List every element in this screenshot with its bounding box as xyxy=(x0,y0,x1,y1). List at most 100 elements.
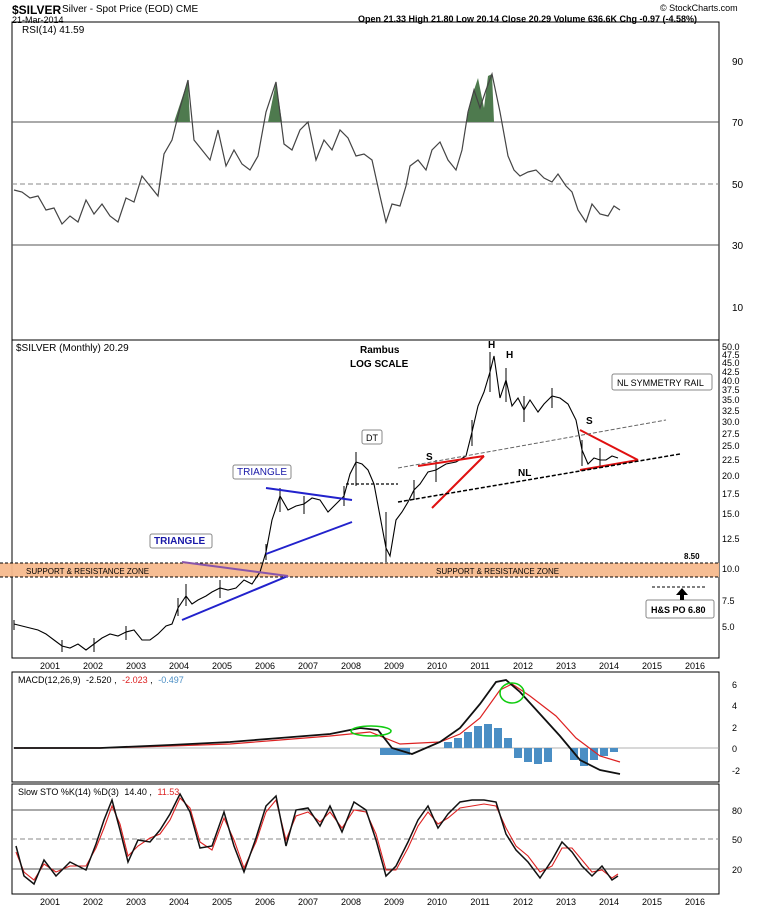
macd-tick: 2 xyxy=(732,723,737,733)
price-tick: 17.5 xyxy=(722,489,740,499)
price-tick: 25.0 xyxy=(722,441,740,451)
macd-highlight-2008 xyxy=(350,725,392,737)
chart-description: Silver - Spot Price (EOD) CME xyxy=(62,4,198,15)
price-tick: 35.0 xyxy=(722,395,740,405)
price-tick: 22.5 xyxy=(722,455,740,465)
chart-quote: Open 21.33 High 21.80 Low 20.14 Close 20… xyxy=(358,14,697,24)
price-tick: 40.0 xyxy=(722,376,740,386)
rsi-tick: 90 xyxy=(732,57,744,68)
x-tick: 2002 xyxy=(83,897,103,907)
macd-panel xyxy=(11,671,720,783)
sto-k-line xyxy=(15,792,619,886)
macd-label-text: MACD(12,26,9) xyxy=(18,675,81,685)
chart-exchange: CME xyxy=(175,4,199,15)
head-label-2: H xyxy=(506,350,513,361)
right-shoulder-triangle xyxy=(579,429,639,471)
x-tick: 2005 xyxy=(212,897,232,907)
price-tick: 42.5 xyxy=(722,367,740,377)
price-bars xyxy=(13,355,619,651)
rsi-y-ticks: 90 70 50 30 10 xyxy=(732,57,744,314)
x-axis-mid: 2001 2002 2003 2004 2005 2006 2007 2008 … xyxy=(40,661,705,671)
hs-po-arrow-icon xyxy=(676,588,688,600)
price-tick: 15.0 xyxy=(722,509,740,519)
price-tick: 27.5 xyxy=(722,429,740,439)
x-tick: 2003 xyxy=(126,897,146,907)
price-tick: 30.0 xyxy=(722,417,740,427)
macd-label: MACD(12,26,9) -2.520 , -2.023 , -0.497 xyxy=(18,675,184,685)
macd-value-1: -2.520 xyxy=(86,675,112,685)
rsi-panel xyxy=(11,21,720,341)
hs-po-label: H&S PO 6.80 xyxy=(651,605,706,615)
macd-value-2: -2.023 xyxy=(122,675,148,685)
macd-value-3: -0.497 xyxy=(158,675,184,685)
x-tick: 2007 xyxy=(298,897,318,907)
sto-tick: 20 xyxy=(732,865,742,875)
rsi-tick: 10 xyxy=(732,303,744,314)
sto-y-ticks: 80 50 20 xyxy=(732,806,742,875)
macd-tick: 0 xyxy=(732,744,737,754)
x-tick: 2012 xyxy=(513,661,533,671)
sto-tick: 80 xyxy=(732,806,742,816)
price-panel-label: $SILVER (Monthly) 20.29 xyxy=(16,343,129,354)
macd-tick: -2 xyxy=(732,766,740,776)
macd-y-ticks: 6 4 2 0 -2 xyxy=(732,680,740,776)
x-tick: 2013 xyxy=(556,661,576,671)
zone-label-mid: SUPPORT & RESISTANCE ZONE xyxy=(436,567,559,576)
sto-label-text: Slow STO %K(14) %D(3) xyxy=(18,787,119,797)
sto-sep: , xyxy=(149,787,152,797)
chart-date: 21-Mar-2014 xyxy=(12,15,64,25)
triangle-2004-box xyxy=(149,533,213,549)
x-tick: 2007 xyxy=(298,661,318,671)
x-tick: 2011 xyxy=(470,897,489,907)
rsi-tick: 70 xyxy=(732,118,744,129)
price-tick: 7.5 xyxy=(722,596,735,606)
macd-tick: 4 xyxy=(732,701,737,711)
macd-signal-line xyxy=(14,683,621,763)
level-850-label: 8.50 xyxy=(684,552,700,561)
x-tick: 2014 xyxy=(599,661,619,671)
price-tick: 50.0 xyxy=(722,342,740,352)
x-tick: 2010 xyxy=(427,897,447,907)
zone-label-left: SUPPORT & RESISTANCE ZONE xyxy=(26,567,149,576)
chart-credit: © StockCharts.com xyxy=(660,3,738,13)
x-tick: 2009 xyxy=(384,897,404,907)
nl-rail-box xyxy=(611,373,713,391)
triangle-2006-lines xyxy=(265,487,353,555)
x-tick: 2006 xyxy=(255,897,275,907)
x-tick: 2004 xyxy=(169,661,189,671)
sto-label: Slow STO %K(14) %D(3) 14.40 , 11.53 xyxy=(18,787,179,797)
sto-tick: 50 xyxy=(732,835,742,845)
x-tick: 2016 xyxy=(685,897,705,907)
price-tick: 45.0 xyxy=(722,358,740,368)
x-tick: 2015 xyxy=(642,661,662,671)
x-tick: 2001 xyxy=(40,897,60,907)
x-tick: 2004 xyxy=(169,897,189,907)
head-label-1: H xyxy=(488,340,495,351)
triangle-2006-box xyxy=(232,464,292,480)
price-tick: 20.0 xyxy=(722,471,740,481)
support-resistance-zone xyxy=(0,563,719,577)
sto-k-value: 14.40 xyxy=(124,787,147,797)
macd-sep-1: , xyxy=(114,675,117,685)
x-tick: 2011 xyxy=(470,661,489,671)
dt-label: DT xyxy=(366,433,378,443)
price-tick: 5.0 xyxy=(722,622,735,632)
macd-histogram xyxy=(380,724,618,766)
x-tick: 2012 xyxy=(513,897,533,907)
chart-symbol: $SILVER xyxy=(12,3,62,17)
triangle-2004-lines xyxy=(181,561,289,621)
x-tick: 2014 xyxy=(599,897,619,907)
price-tick: 12.5 xyxy=(722,534,740,544)
rsi-label: RSI(14) 41.59 xyxy=(22,25,85,36)
x-tick: 2006 xyxy=(255,661,275,671)
rsi-tick: 50 xyxy=(732,180,744,191)
x-tick: 2010 xyxy=(427,661,447,671)
x-tick: 2015 xyxy=(642,897,662,907)
triangle-2004-label: TRIANGLE xyxy=(154,536,205,547)
macd-tick: 6 xyxy=(732,680,737,690)
left-shoulder-triangle xyxy=(417,455,485,509)
neckline-label: NL xyxy=(518,468,531,479)
macd-sep-2: , xyxy=(150,675,153,685)
x-tick: 2008 xyxy=(341,661,361,671)
